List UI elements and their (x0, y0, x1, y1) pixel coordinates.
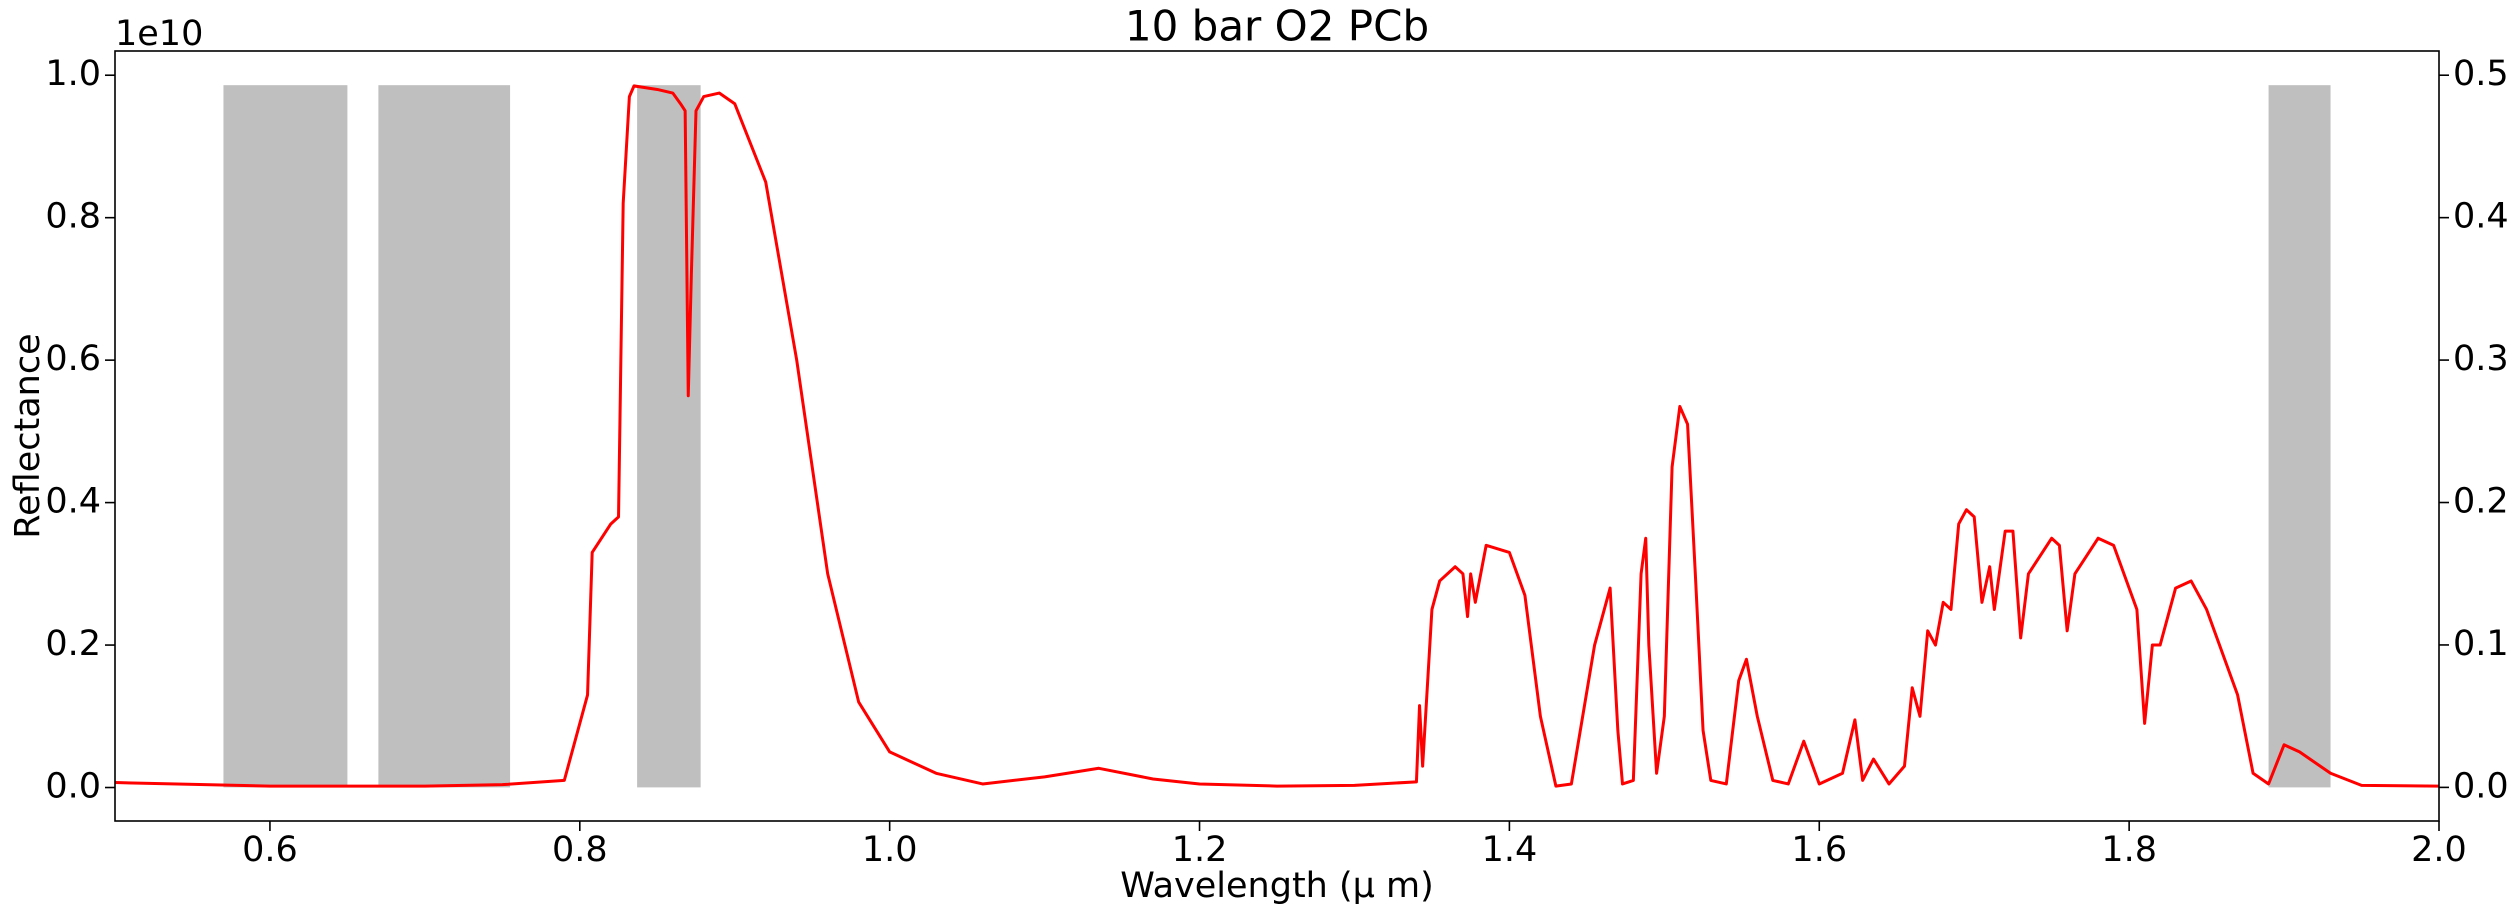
y-tick-label: 0.4 (45, 482, 101, 522)
y-tick-label: 0.2 (45, 624, 101, 664)
y-tick-label: 0.8 (45, 197, 101, 237)
x-tick-label: 0.8 (552, 830, 608, 870)
y2-tick-label: 0.2 (2453, 482, 2509, 522)
span (637, 85, 701, 788)
span (223, 85, 348, 788)
y2-tick-label: 0.1 (2453, 624, 2509, 664)
axes-frame (114, 50, 2440, 822)
span (2268, 85, 2331, 788)
x-axis-label: Wavelength (μ m) (1120, 866, 1434, 906)
x-tick-label: 1.0 (862, 830, 918, 870)
y-tick-label: 0.6 (45, 339, 101, 379)
y2-tick-label: 0.0 (2453, 766, 2509, 806)
x-tick-label: 0.6 (242, 830, 298, 870)
x-tick-label: 2.0 (2411, 830, 2467, 870)
y2-tick-label: 0.5 (2453, 54, 2509, 94)
y-tick-label: 0.0 (45, 767, 101, 807)
span (378, 85, 511, 788)
y-axis-label: Reflectance (8, 333, 48, 538)
chart-title: 10 bar O2 PCb (1125, 2, 1429, 51)
x-tick-label: 1.8 (2101, 830, 2157, 870)
y2-tick-label: 0.3 (2453, 339, 2509, 379)
y2-tick-label: 0.4 (2453, 197, 2509, 237)
x-tick-label: 1.4 (1482, 830, 1538, 870)
data-line (114, 84, 2440, 788)
y-offset-label: 1e10 (115, 14, 203, 54)
y-tick-label: 1.0 (45, 54, 101, 94)
x-tick-label: 1.2 (1172, 830, 1228, 870)
x-tick-label: 1.6 (1791, 830, 1847, 870)
